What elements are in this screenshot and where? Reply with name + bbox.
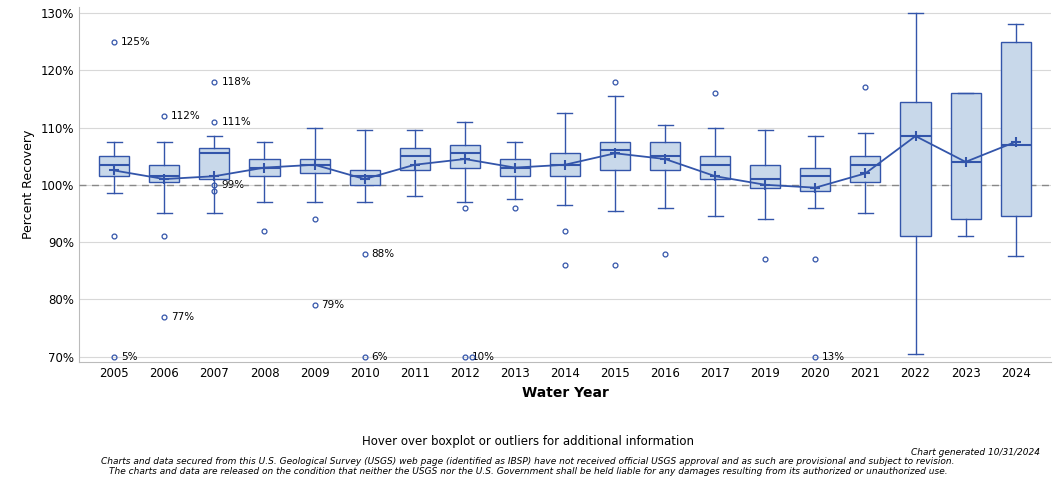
PathPatch shape bbox=[750, 165, 780, 188]
PathPatch shape bbox=[600, 142, 630, 170]
Text: 99%: 99% bbox=[222, 180, 245, 190]
X-axis label: Water Year: Water Year bbox=[522, 386, 608, 400]
PathPatch shape bbox=[1001, 42, 1031, 216]
PathPatch shape bbox=[249, 159, 280, 176]
Text: 88%: 88% bbox=[372, 249, 395, 259]
Text: Chart generated 10/31/2024: Chart generated 10/31/2024 bbox=[911, 448, 1040, 457]
Text: 111%: 111% bbox=[222, 117, 251, 127]
Y-axis label: Percent Recovery: Percent Recovery bbox=[22, 130, 35, 240]
PathPatch shape bbox=[850, 156, 881, 182]
Text: 5%: 5% bbox=[121, 352, 137, 361]
PathPatch shape bbox=[99, 156, 129, 176]
Text: 6%: 6% bbox=[372, 352, 389, 361]
PathPatch shape bbox=[901, 102, 930, 236]
Text: 118%: 118% bbox=[222, 77, 251, 87]
Text: 125%: 125% bbox=[121, 36, 151, 47]
PathPatch shape bbox=[650, 142, 680, 170]
Text: 79%: 79% bbox=[321, 300, 344, 310]
PathPatch shape bbox=[350, 170, 380, 185]
PathPatch shape bbox=[499, 159, 530, 176]
Text: 112%: 112% bbox=[171, 111, 201, 121]
PathPatch shape bbox=[149, 165, 180, 182]
PathPatch shape bbox=[300, 159, 329, 173]
PathPatch shape bbox=[200, 147, 229, 179]
Text: Charts and data secured from this U.S. Geological Survey (USGS) web page (identi: Charts and data secured from this U.S. G… bbox=[101, 457, 955, 466]
Text: Hover over boxplot or outliers for additional information: Hover over boxplot or outliers for addit… bbox=[362, 435, 694, 448]
Text: 13%: 13% bbox=[823, 352, 846, 361]
PathPatch shape bbox=[450, 144, 479, 168]
PathPatch shape bbox=[700, 156, 730, 179]
Text: 77%: 77% bbox=[171, 312, 194, 322]
PathPatch shape bbox=[400, 147, 430, 170]
PathPatch shape bbox=[950, 93, 981, 219]
Text: The charts and data are released on the condition that neither the USGS nor the : The charts and data are released on the … bbox=[109, 467, 947, 476]
PathPatch shape bbox=[550, 153, 580, 176]
Text: 10%: 10% bbox=[472, 352, 495, 361]
PathPatch shape bbox=[800, 168, 830, 191]
